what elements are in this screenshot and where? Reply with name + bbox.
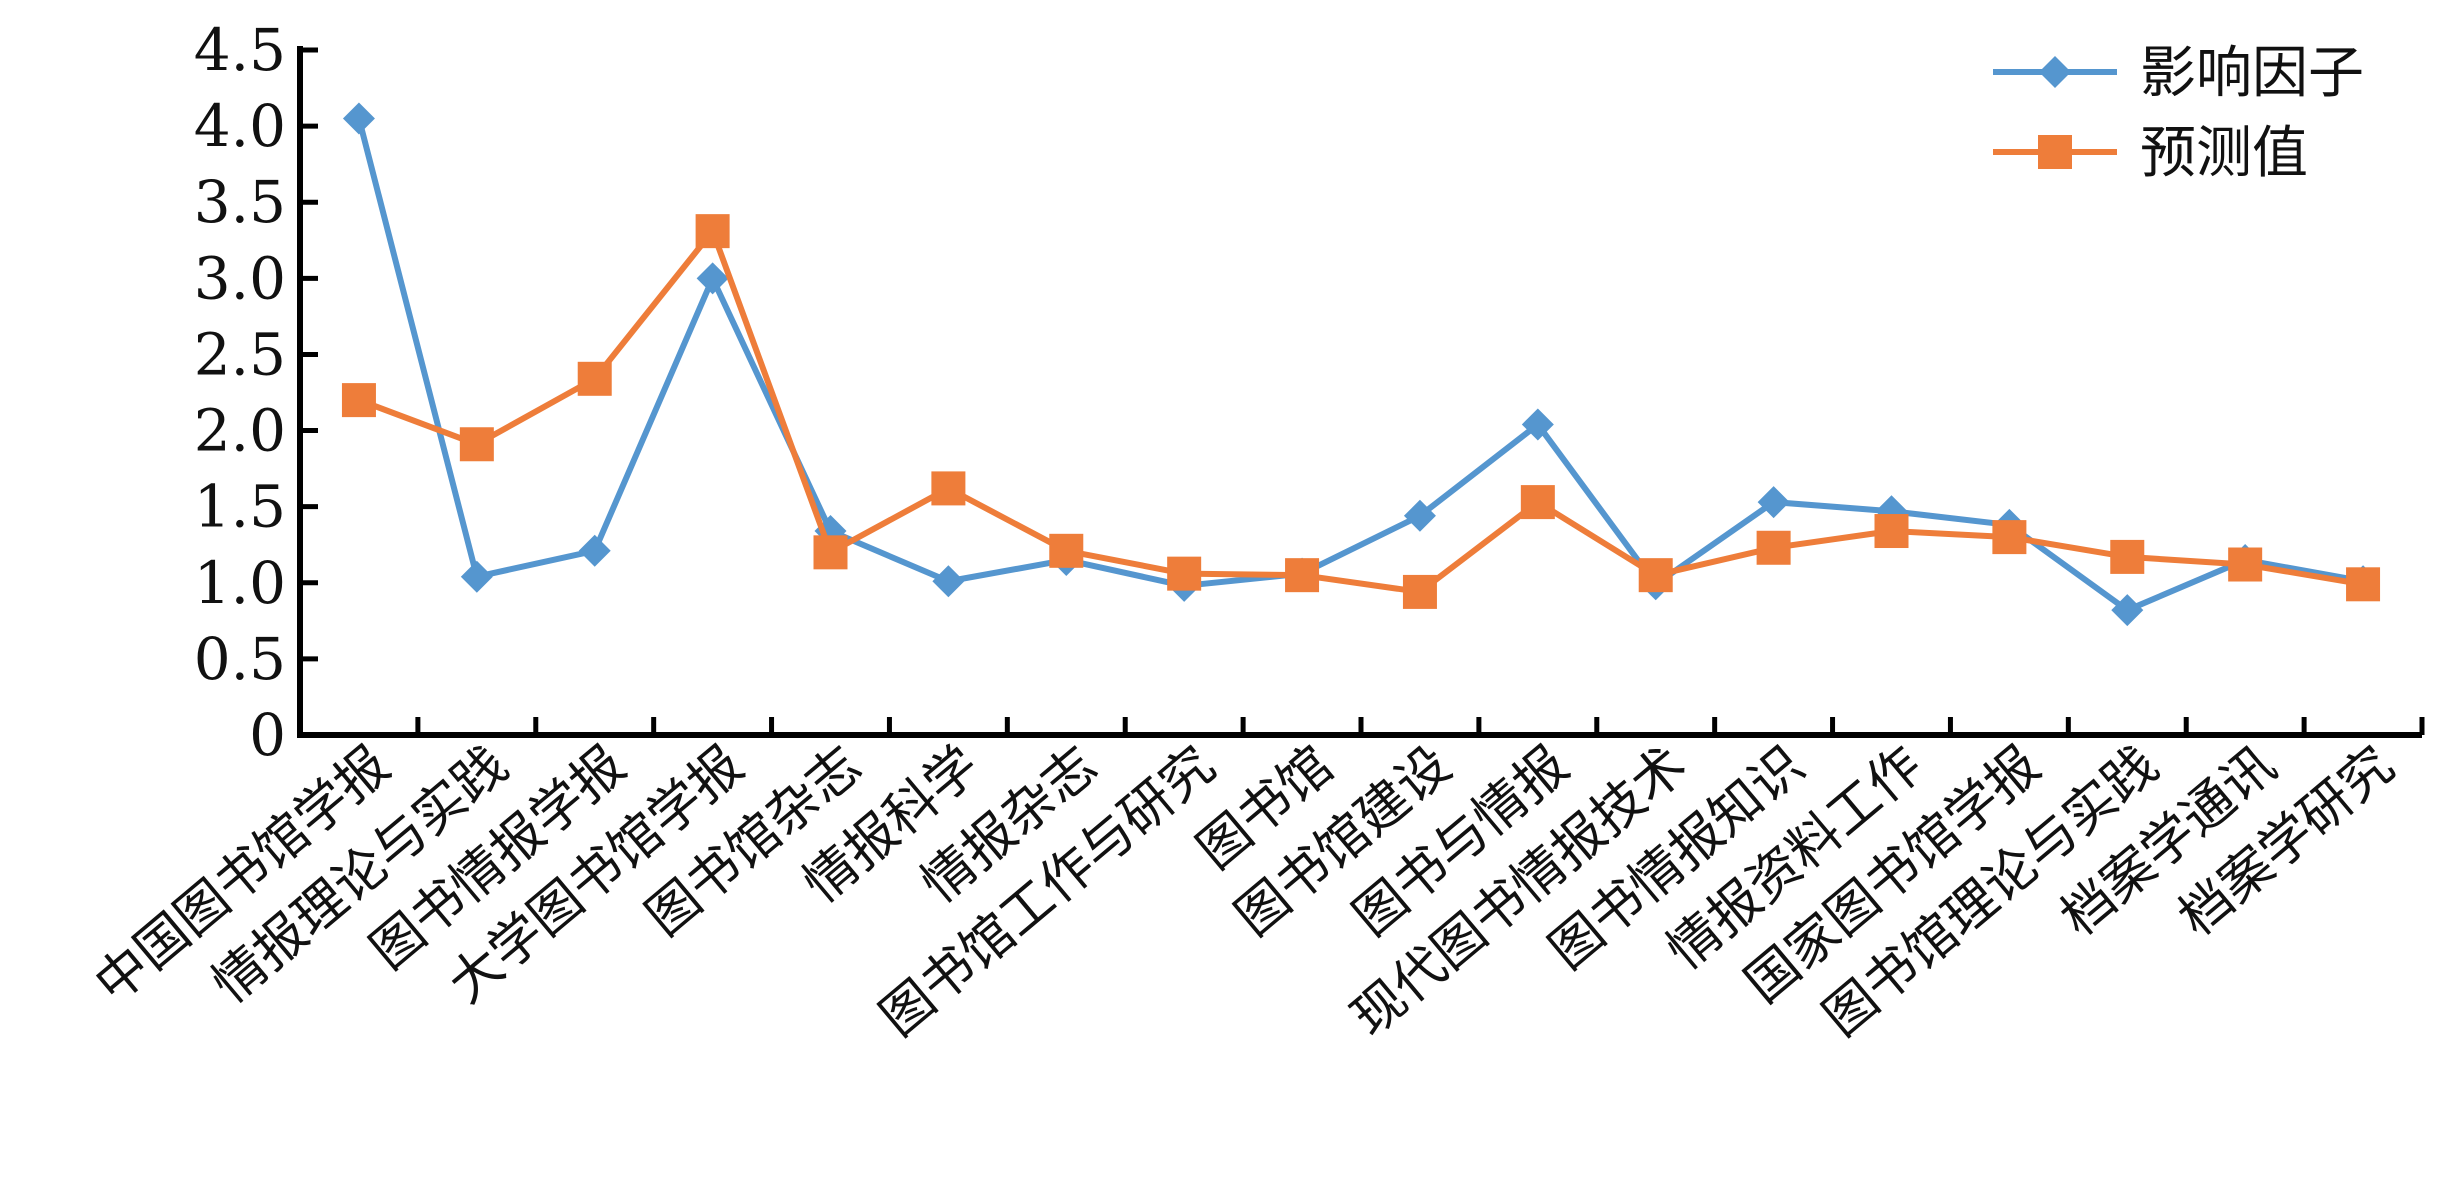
legend-label: 预测值: [2140, 121, 2308, 186]
diamond-marker: [2039, 56, 2071, 88]
square-marker: [577, 361, 612, 396]
y-tick-label: 0.5: [194, 625, 286, 693]
series-predicted: [341, 214, 2381, 609]
square-marker: [931, 471, 966, 506]
diamond-marker: [342, 102, 375, 135]
diamond-marker: [2111, 594, 2144, 627]
y-tick-label: 2.0: [194, 397, 286, 465]
y-tick-label: 3.5: [194, 168, 286, 236]
y-tick-label: 1.0: [194, 549, 286, 617]
diamond-marker: [1403, 499, 1436, 532]
diamond-marker: [578, 534, 611, 567]
square-marker: [1638, 558, 1673, 593]
square-marker: [1285, 558, 1320, 593]
diamond-marker: [1521, 408, 1554, 441]
square-marker: [1167, 556, 1202, 591]
y-tick-label: 2.5: [194, 320, 286, 388]
square-marker: [2038, 135, 2072, 169]
square-marker: [1520, 485, 1555, 520]
series-line: [356, 117, 2364, 614]
legend-label: 影响因子: [2140, 41, 2364, 106]
y-tick-label: 1.5: [194, 473, 286, 541]
square-marker: [459, 427, 494, 462]
diamond-marker: [1757, 486, 1790, 519]
y-tick-label: 4.0: [194, 92, 286, 160]
square-marker: [1049, 533, 1084, 568]
square-marker: [1402, 574, 1437, 609]
square-marker: [695, 214, 730, 249]
y-tick-label: 4.5: [194, 16, 286, 84]
y-tick-label: 3.0: [194, 244, 286, 312]
series-layer: [341, 102, 2381, 627]
square-marker: [341, 383, 376, 418]
y-axis-ticks: 0 0.5 1.0 1.5 2.0 2.5 3.0 3.5 4.0 4.5: [194, 16, 318, 769]
square-marker: [1992, 520, 2027, 555]
square-marker: [2346, 567, 2381, 602]
square-marker: [2110, 539, 2145, 574]
square-marker: [1874, 514, 1909, 549]
diamond-marker: [696, 262, 729, 295]
diamond-marker: [460, 560, 493, 593]
series-line: [357, 228, 2364, 595]
square-marker: [1756, 530, 1791, 565]
square-marker: [813, 535, 848, 570]
diamond-marker: [932, 565, 965, 598]
x-axis-ticks: 中国图书馆学报情报理论与实践图书情报学报大学图书馆学报图书馆杂志情报科学情报杂志…: [84, 717, 2425, 1048]
square-marker: [2228, 547, 2263, 582]
y-tick-label: 0: [249, 701, 286, 769]
